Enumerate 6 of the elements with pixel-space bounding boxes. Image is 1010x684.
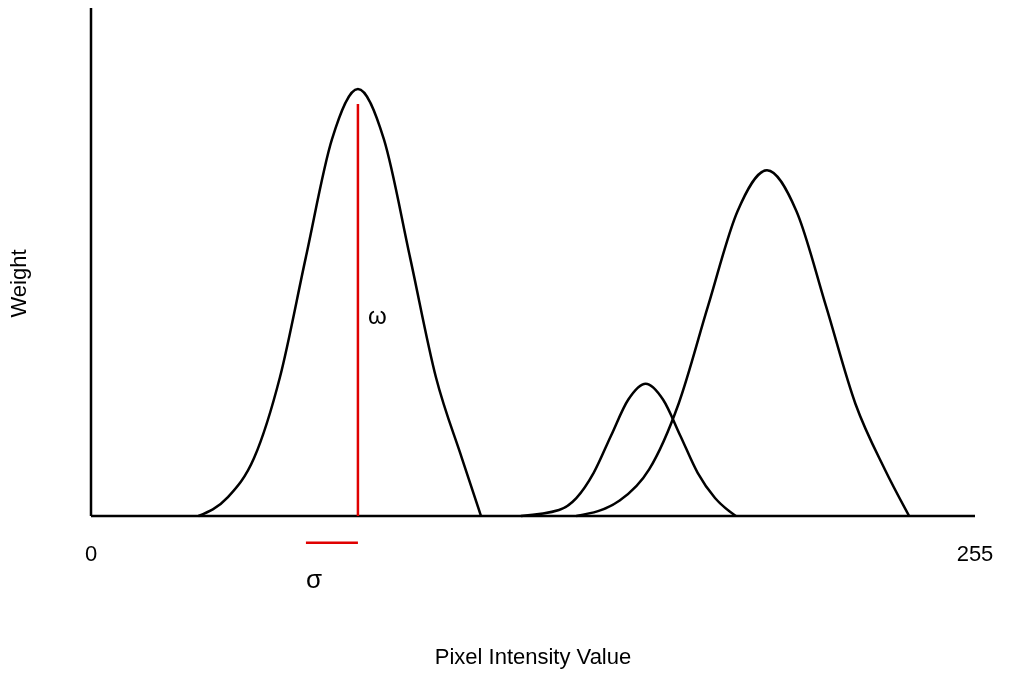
x-axis-title: Pixel Intensity Value <box>434 644 632 669</box>
x-tick-label: 0 <box>84 540 98 566</box>
x-tick-label: 255 <box>956 540 994 566</box>
series-label: σ <box>305 563 322 594</box>
y-axis-title: Weight <box>5 249 31 318</box>
series-label: ω <box>367 302 387 330</box>
